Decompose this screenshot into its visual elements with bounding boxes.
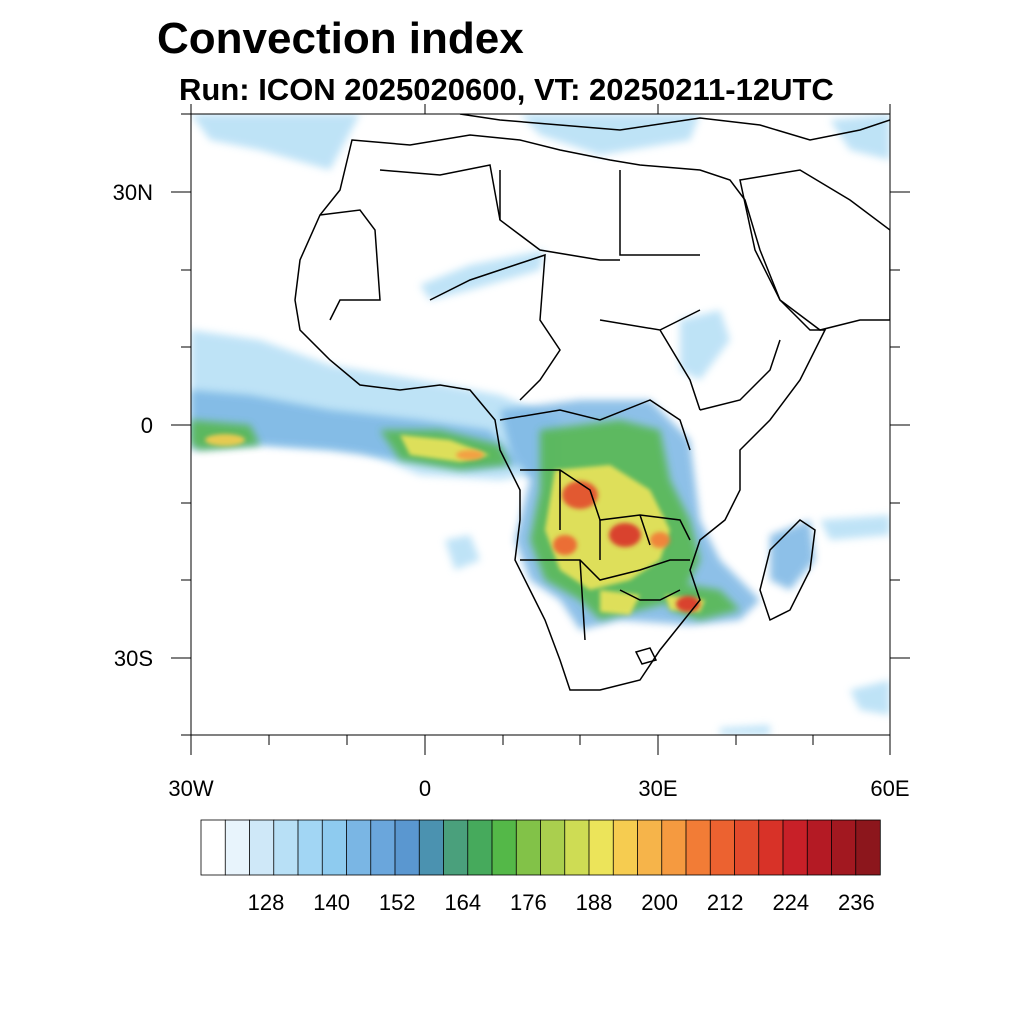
field-patch-mediterranean [520, 114, 700, 155]
x-tick-label-30e: 30E [638, 776, 678, 801]
field-high [205, 434, 700, 612]
colorbar-swatch [224, 819, 251, 876]
colorbar-swatch [491, 819, 517, 876]
colorbar-swatch [418, 819, 445, 876]
colorbar-swatch [612, 819, 639, 876]
field-max-angola-south [553, 535, 577, 555]
field-patch-east-africa [680, 310, 730, 380]
field-max-atlantic [205, 434, 245, 446]
field-patch-north-atlantic [191, 114, 360, 170]
colorbar-label: 152 [378, 890, 416, 915]
y-tick-label-0: 0 [140, 413, 153, 438]
field-patch-south-yellow [600, 590, 640, 615]
colorbar-label: 128 [247, 890, 285, 915]
x-tick-label-60e: 60E [870, 776, 910, 801]
border-2 [499, 170, 700, 256]
border-10 [559, 470, 651, 560]
field-patch-south-atlantic [445, 535, 480, 570]
border-4 [429, 253, 561, 401]
colorbar-swatch [758, 819, 784, 876]
y-tick-label-30n: 30N [112, 180, 153, 205]
convection-field [191, 114, 890, 735]
border-6 [499, 399, 691, 451]
field-max-zambia-2 [650, 532, 670, 548]
colorbar-swatch [321, 819, 348, 876]
chart-subtitle: Run: ICON 2025020600, VT: 20250211-12UTC [179, 72, 834, 107]
colorbar-swatch [249, 819, 275, 876]
colorbar-swatch [467, 819, 493, 876]
europe-coastline [459, 114, 890, 141]
field-patch-indian-ocean [820, 515, 890, 540]
border-11 [699, 339, 781, 411]
colorbar-swatch [273, 819, 299, 876]
border-5 [599, 309, 701, 411]
field-max-zambia [609, 523, 641, 547]
field-max-guinea [456, 450, 484, 460]
field-patch-arabia [830, 114, 890, 160]
colorbar-label: 224 [772, 890, 810, 915]
tick-marks [171, 104, 910, 755]
madagascar-coastline [759, 519, 816, 622]
africa-coastline [294, 134, 827, 691]
colorbar-label: 140 [313, 890, 350, 915]
colorbar-swatch [297, 819, 323, 876]
colorbar-swatch [806, 819, 833, 876]
x-tick-label-0: 0 [418, 776, 432, 801]
colorbar-label: 212 [706, 890, 744, 915]
colorbar-swatch [661, 819, 687, 876]
colorbar-swatch [734, 819, 760, 876]
x-tick-label-30w: 30W [168, 776, 214, 801]
colorbar-swatch [685, 819, 711, 876]
border-3 [319, 209, 381, 321]
colorbar-label: 176 [510, 890, 547, 915]
lesotho-border [634, 647, 658, 665]
colorbar-label: 200 [641, 890, 678, 915]
colorbar [200, 819, 881, 876]
colorbar-swatch [855, 819, 881, 876]
field-patch-sahara-streak [420, 250, 545, 300]
chart-title: Convection index [157, 14, 524, 63]
colorbar-swatch [831, 819, 857, 876]
field-patch-madagascar [770, 520, 815, 590]
border-8 [520, 559, 690, 581]
colorbar-label: 188 [575, 890, 613, 915]
colorbar-swatch [709, 819, 736, 876]
colorbar-label: 164 [444, 890, 482, 915]
field-patch-south-east [850, 680, 890, 715]
colorbar-swatch [394, 819, 420, 876]
field-max-angola [562, 481, 598, 509]
colorbar-swatch [637, 819, 663, 876]
arabia-coastline [739, 169, 890, 331]
coastlines-borders [294, 114, 890, 691]
colorbar-label: 236 [838, 890, 875, 915]
colorbar-swatch [588, 819, 614, 876]
colorbar-swatch [443, 819, 469, 876]
y-tick-label-30s: 30S [113, 646, 153, 671]
colorbar-swatch [515, 819, 542, 876]
colorbar-swatch [540, 819, 566, 876]
colorbar-swatch [564, 819, 590, 876]
colorbar-swatch [346, 819, 372, 876]
colorbar-swatch [370, 819, 396, 876]
field-patch-south-edge [720, 725, 770, 735]
colorbar-swatch [782, 819, 808, 876]
border-9 [579, 559, 681, 641]
colorbar-swatch [200, 819, 226, 876]
